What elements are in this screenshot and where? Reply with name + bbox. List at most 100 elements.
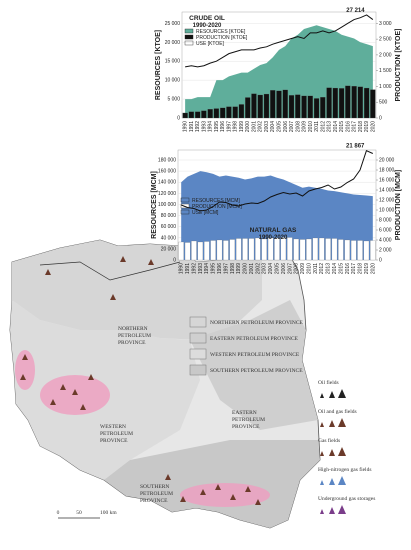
southern-label: SOUTHERN <box>140 484 169 490</box>
x-tick-label: 2020 <box>370 263 376 274</box>
legend-symbol <box>338 476 346 485</box>
bar <box>351 86 357 119</box>
legend-label: PRODUCTION [KTOE] <box>196 35 248 41</box>
x-tick-label: 2013 <box>326 263 332 274</box>
legend-symbol <box>320 509 324 514</box>
bar <box>229 239 235 261</box>
bar <box>204 241 210 261</box>
y2-tick-label: 8 000 <box>379 218 392 224</box>
bar <box>282 89 288 119</box>
bar <box>195 111 201 119</box>
bar <box>251 93 257 119</box>
x-tick-label: 1999 <box>239 121 245 132</box>
x-tick-label: 1992 <box>195 121 201 132</box>
legend-label: WESTERN PETROLEUM PROVINCE <box>210 352 300 358</box>
y-tick-label: 0 <box>173 258 176 264</box>
x-tick-label: 2003 <box>262 263 268 274</box>
x-tick-label: 2011 <box>314 121 320 132</box>
bar <box>312 237 318 261</box>
legend-label: RESOURCES [KTOE] <box>196 29 246 35</box>
legend-swatch <box>189 364 207 376</box>
legend-symbol <box>338 447 346 456</box>
x-tick-label: 1994 <box>208 121 214 132</box>
y2-axis-title: PRODUCTION [KTOE] <box>395 29 402 102</box>
chart-subtitle: 1990-2020 <box>259 235 288 241</box>
y2-tick-label: 0 <box>379 116 382 122</box>
bar <box>370 240 376 261</box>
x-tick-label: 1998 <box>233 121 239 132</box>
bar <box>320 97 326 119</box>
x-tick-label: 1995 <box>214 121 220 132</box>
northern-label: PROVINCE <box>118 340 146 346</box>
legend-label: Underground gas storages <box>318 496 375 502</box>
bar <box>248 238 255 261</box>
legend-symbol <box>338 389 346 398</box>
southern-label: PETROLEUM <box>140 491 173 497</box>
legend-swatch <box>189 316 207 328</box>
bar <box>238 104 245 119</box>
legend-swatch <box>180 209 190 215</box>
annotation: 27 214 <box>346 8 365 14</box>
y2-tick-label: 20 000 <box>379 158 395 164</box>
bar <box>213 108 220 119</box>
bar <box>184 242 191 261</box>
x-tick-label: 2010 <box>308 121 314 132</box>
bar <box>357 86 363 119</box>
map-legend: NORTHERN PETROLEUM PROVINCE EASTERN PETRO… <box>189 316 375 514</box>
legend-swatch <box>180 197 190 203</box>
y2-tick-label: 1 500 <box>379 68 392 74</box>
x-tick-label: 2019 <box>364 121 370 132</box>
bar <box>236 238 242 261</box>
bar <box>210 240 216 261</box>
x-tick-label: 1992 <box>191 263 197 274</box>
x-tick-label: 2002 <box>255 263 261 274</box>
x-tick-label: 2005 <box>275 263 281 274</box>
scale-label: 100 km <box>100 510 117 516</box>
bar <box>220 107 226 119</box>
charts: 0 5 000 10 000 15 000 20 000 25 000 0 500 1 000 1… <box>151 8 402 274</box>
legend-label: Gas fields <box>318 437 340 444</box>
bar <box>350 240 357 261</box>
bar <box>274 237 280 261</box>
y-tick-label: 180 000 <box>158 158 176 164</box>
x-tick-label: 2005 <box>277 121 283 132</box>
eastern-label: EASTERN <box>232 410 257 416</box>
x-tick-label: 1993 <box>201 121 207 132</box>
bar <box>226 106 232 119</box>
x-tick-label: 2020 <box>370 121 376 132</box>
legend-swatch <box>184 34 194 40</box>
northern-label: NORTHERN <box>118 326 148 332</box>
x-tick-label: 2010 <box>306 263 312 274</box>
bar <box>182 112 188 119</box>
chart-title: CRUDE OIL <box>189 15 225 22</box>
bar <box>280 237 287 261</box>
legend-symbol <box>329 449 335 456</box>
x-tick-label: 2008 <box>294 263 300 274</box>
bar <box>197 241 204 261</box>
area <box>181 171 373 260</box>
legend-symbol <box>329 478 335 485</box>
x-tick-label: 2018 <box>358 121 364 132</box>
western-label: PETROLEUM <box>100 431 133 437</box>
x-tick-label: 1995 <box>211 263 217 274</box>
x-tick-label: 1999 <box>236 263 242 274</box>
bar <box>223 240 229 261</box>
bar <box>295 94 301 119</box>
x-tick-label: 1997 <box>223 263 229 274</box>
legend-label: PRODUCTION [MCM] <box>192 204 242 210</box>
y-tick-label: 60 000 <box>161 224 177 230</box>
bar <box>267 237 274 261</box>
y2-tick-label: 4 000 <box>379 238 392 244</box>
x-tick-label: 2014 <box>333 121 339 132</box>
legend-label: High-nitrogen gas fields <box>318 466 371 473</box>
bar <box>207 109 213 119</box>
y-axis-title: RESOURCES [KTOE] <box>155 30 162 100</box>
legend-swatch <box>184 40 194 46</box>
y-tick-label: 40 000 <box>161 235 177 241</box>
y-tick-label: 20 000 <box>161 246 177 252</box>
bar <box>306 238 312 261</box>
x-tick-label: 2015 <box>339 121 345 132</box>
y2-tick-label: 1 000 <box>379 84 392 90</box>
y-tick-label: 100 000 <box>158 202 176 208</box>
